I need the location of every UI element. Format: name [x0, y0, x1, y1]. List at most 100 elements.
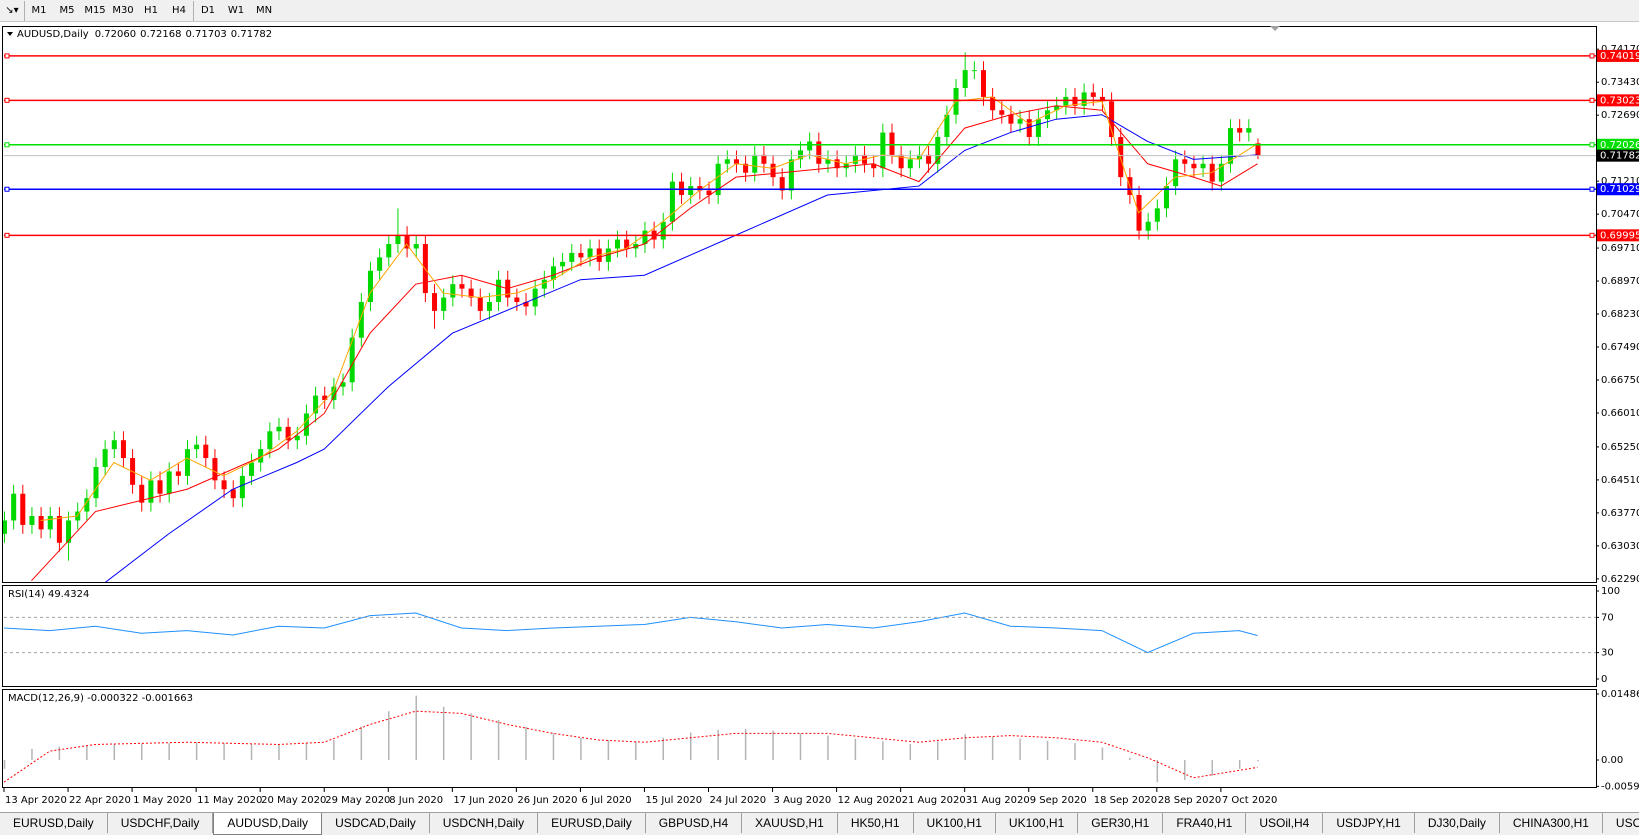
chart-tab[interactable]: USOil,H4 [1246, 813, 1324, 833]
y-tick-label: 0.66010 [1601, 408, 1639, 419]
chart-tab[interactable]: USDCNH,Daily [430, 813, 539, 833]
chart-tab[interactable]: AUDUSD,Daily [213, 813, 323, 835]
y-tick-label: 0.70470 [1601, 209, 1639, 220]
candle-body [1035, 119, 1041, 138]
candle-body [249, 462, 255, 476]
timeframe-button[interactable]: MN [255, 5, 273, 16]
candle-body [239, 475, 245, 499]
x-tick-label: 26 Jun 2020 [517, 795, 577, 806]
level-label-bg [1597, 94, 1639, 107]
indicator-title: RSI(14) 49.4324 [8, 589, 89, 600]
level-handle [1589, 186, 1595, 192]
candle-body [743, 163, 749, 173]
y-tick-label: 30 [1601, 648, 1614, 659]
candle-body [377, 257, 383, 271]
candle-body [1063, 96, 1069, 106]
candle-body [733, 159, 739, 164]
chart-tab[interactable]: UK100,H1 [996, 813, 1079, 833]
candle-body [340, 382, 346, 387]
candle-body [1008, 114, 1014, 124]
y-tick-label: 0.63030 [1601, 541, 1639, 552]
symbol: AUDUSD,Daily [17, 29, 89, 40]
x-tick-label: 9 Sep 2020 [1030, 795, 1087, 806]
candle-body [20, 493, 26, 525]
level-label: 0.73023 [1600, 95, 1639, 106]
candle-body [660, 221, 666, 240]
candle-body [29, 516, 35, 525]
timeframe-button[interactable]: M30 [112, 5, 134, 16]
candle-body [807, 141, 813, 151]
level-handle [4, 97, 10, 103]
chart-tab[interactable]: UK100,H1 [914, 813, 996, 833]
candle-body [322, 395, 328, 401]
candle-body [166, 471, 172, 494]
candle-body [294, 435, 300, 441]
candle-body [230, 489, 236, 499]
candle-body [752, 154, 758, 173]
macd-pane-frame [2, 689, 1597, 788]
x-tick-label: 28 Sep 2020 [1158, 795, 1221, 806]
candle-body [779, 177, 785, 191]
candle-body [770, 163, 776, 178]
timeframe-button[interactable]: W1 [227, 5, 245, 16]
chart-tab[interactable]: GER30,H1 [1078, 813, 1164, 833]
candle-body [1054, 105, 1060, 111]
chart-tab[interactable]: XAUUSD,H1 [742, 813, 838, 833]
chart-tab[interactable]: DJ30,Daily [1415, 813, 1500, 833]
candle-body [1109, 101, 1115, 138]
candle-body [3, 520, 8, 534]
candle-body [669, 181, 675, 222]
candle-body [432, 293, 438, 311]
candle-body [56, 516, 62, 543]
candle-body [569, 252, 575, 262]
candle-body [194, 444, 200, 450]
candle-body [679, 181, 685, 195]
indicator-line [3, 612, 1258, 654]
timeframe-button[interactable]: M5 [59, 5, 75, 16]
timeframe-button[interactable]: H4 [172, 5, 186, 16]
candle-body [358, 301, 364, 338]
timeframe-button[interactable]: H1 [144, 5, 158, 16]
chart-tab[interactable]: USDCHF,Daily [108, 813, 214, 833]
chart-tab[interactable]: EURUSD,Daily [0, 813, 108, 833]
candle-body [560, 261, 566, 267]
crosshair-tool[interactable]: ↘▾ [5, 5, 19, 16]
level-label-bg [1597, 183, 1639, 196]
candle-body [486, 301, 492, 311]
timeframe-button[interactable]: D1 [193, 0, 222, 21]
x-tick-label: 17 Jun 2020 [453, 795, 513, 806]
level-label: 0.69995 [1600, 230, 1639, 241]
candle-body [1081, 92, 1087, 106]
x-tick-label: 11 May 2020 [197, 795, 262, 806]
level-label: 0.74019 [1600, 51, 1639, 62]
x-tick-label: 20 May 2020 [261, 795, 326, 806]
y-tick-label: 0.67490 [1601, 342, 1639, 353]
chart-tab[interactable]: EURUSD,Daily [538, 813, 646, 833]
candle-body [578, 252, 584, 258]
chart-tab[interactable]: CHINA300,H1 [1500, 813, 1603, 833]
plot-area [3, 695, 1259, 783]
candle-body [221, 480, 227, 490]
x-tick-label: 18 Sep 2020 [1094, 795, 1157, 806]
chart-tab[interactable]: USDCAD,Daily [322, 813, 430, 833]
x-tick-label: 24 Jul 2020 [710, 795, 767, 806]
candle-body [614, 239, 621, 249]
timeframe-button[interactable]: M1 [24, 0, 53, 21]
chart-tab[interactable]: HK50,H1 [838, 813, 914, 833]
x-tick-label: 1 May 2020 [133, 795, 192, 806]
candle-body [468, 288, 474, 298]
chart-tab[interactable]: USDJPY,H1 [1323, 813, 1415, 833]
candle-body [962, 70, 968, 88]
candle-body [203, 444, 209, 459]
candle-body [1218, 163, 1224, 182]
candle-body [413, 244, 419, 249]
candle-body [999, 110, 1005, 115]
chart-tab[interactable]: FRA40,H1 [1163, 813, 1247, 833]
chart-tab[interactable]: GBPUSD,H4 [646, 813, 743, 833]
timeframe-button[interactable]: M15 [84, 5, 106, 16]
chart-tab[interactable]: USOil,H1 [1603, 813, 1639, 833]
candle-body [1090, 92, 1096, 97]
candle-body [331, 386, 337, 401]
level-label-bg [1597, 229, 1639, 242]
